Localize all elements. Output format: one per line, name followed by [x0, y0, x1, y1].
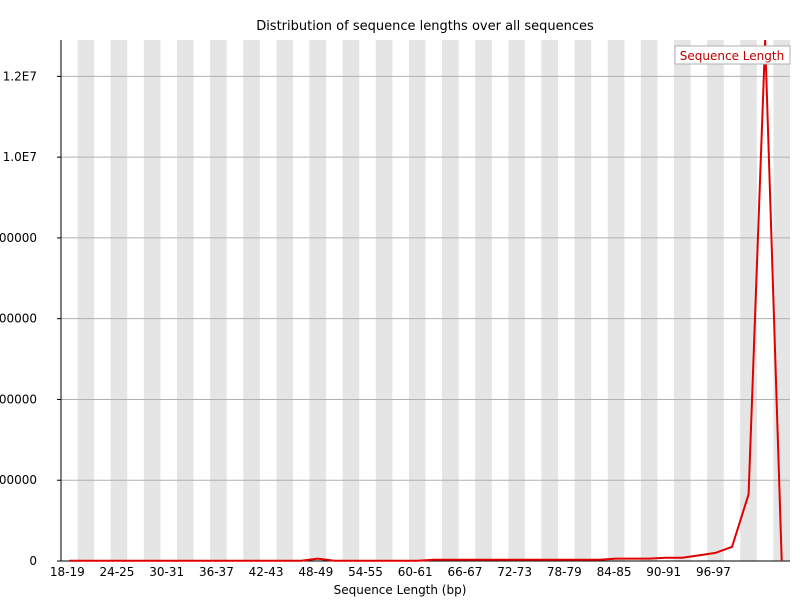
y-tick-label: 8000000: [0, 231, 37, 245]
background-band: [607, 40, 625, 561]
x-tick-label: 18-19: [50, 565, 85, 579]
x-tick-label: 78-79: [547, 565, 582, 579]
background-band: [740, 40, 757, 561]
background-band: [674, 40, 691, 561]
y-gridlines: [57, 75, 790, 562]
y-tick-label: 1.0E7: [3, 150, 37, 164]
x-tick-label: 54-55: [348, 565, 383, 579]
background-band: [77, 40, 95, 561]
background-band: [707, 40, 724, 561]
background-bands: [77, 40, 790, 561]
y-tick-label: 1.2E7: [3, 69, 37, 83]
x-tick-label: 96-97: [696, 565, 731, 579]
legend-entry: Sequence Length: [680, 49, 784, 63]
y-tick-labels: 0 2000000 4000000 6000000 8000000 1.0E7 1.2E7: [0, 69, 37, 568]
y-tick-label: 2000000: [0, 473, 37, 487]
y-tick-label: 4000000: [0, 392, 37, 406]
background-band: [176, 40, 194, 561]
background-band: [475, 40, 492, 561]
legend: Sequence Length: [674, 45, 791, 65]
chart-title: Distribution of sequence lengths over al…: [256, 19, 594, 34]
x-tick-label: 30-31: [149, 565, 184, 579]
background-band: [143, 40, 161, 561]
background-band: [309, 40, 327, 561]
background-band: [508, 40, 525, 561]
background-band: [541, 40, 559, 561]
background-band: [276, 40, 293, 561]
x-tick-label: 48-49: [298, 565, 333, 579]
background-band: [408, 40, 426, 561]
background-band: [442, 40, 459, 561]
background-band: [375, 40, 393, 561]
background-band: [210, 40, 227, 561]
background-band: [243, 40, 260, 561]
x-tick-label: 24-25: [100, 565, 135, 579]
x-tick-label: 72-73: [497, 565, 532, 579]
x-tick-label: 66-67: [447, 565, 482, 579]
x-axis-label: Sequence Length (bp): [334, 583, 467, 597]
series-line: [69, 39, 783, 562]
x-tick-label: 42-43: [249, 565, 284, 579]
x-tick-label: 36-37: [199, 565, 234, 579]
y-tick-label: 0: [29, 554, 37, 568]
background-band: [574, 40, 592, 561]
background-band: [342, 40, 360, 561]
background-band: [110, 40, 128, 561]
y-tick-label: 6000000: [0, 312, 37, 326]
x-tick-label: 60-61: [398, 565, 433, 579]
x-tick-label: 90-91: [646, 565, 681, 579]
x-tick-label: 84-85: [597, 565, 632, 579]
series-lines: [69, 39, 783, 562]
legend-box: [674, 45, 791, 65]
background-band: [773, 40, 790, 561]
background-band: [640, 40, 658, 561]
x-tick-labels: 18-19 24-25 30-31 36-37 42-43 48-49 54-55 60-61…: [50, 565, 731, 579]
